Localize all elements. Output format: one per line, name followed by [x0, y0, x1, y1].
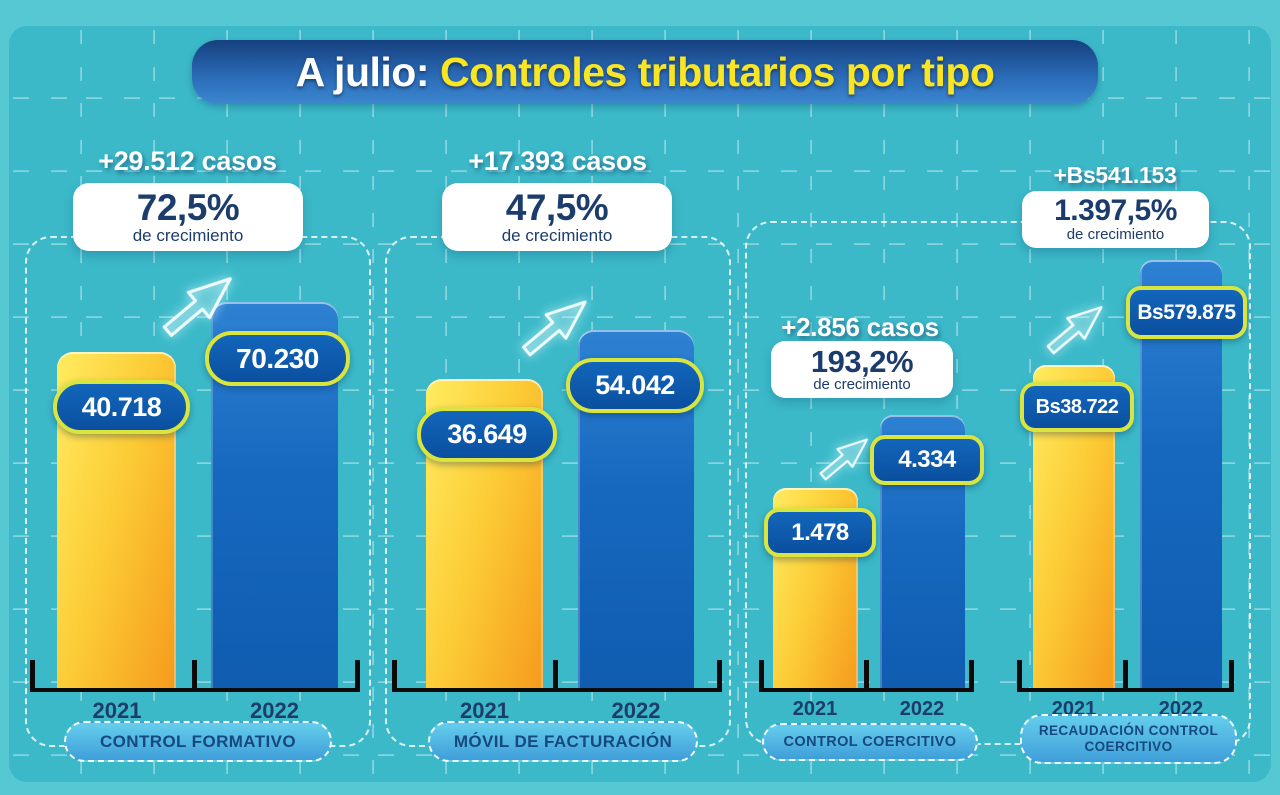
- axis-tick: [30, 660, 35, 692]
- year-label-2021: 2021: [460, 698, 509, 723]
- axis-tick: [355, 660, 360, 692]
- title-prefix: A julio:: [295, 48, 430, 95]
- value-badge-2021: Bs38.722: [1020, 382, 1134, 432]
- growth-box-control-formativo: 72,5% de crecimiento: [73, 183, 303, 251]
- growth-box-recaudacion: 1.397,5% de crecimiento: [1022, 191, 1209, 248]
- value-badge-2021: 1.478: [764, 508, 876, 557]
- axis-tick: [392, 660, 397, 692]
- category-label-control-formativo: CONTROL FORMATIVO: [64, 721, 332, 762]
- growth-arrow-icon: [819, 438, 869, 481]
- axis-tick: [717, 660, 722, 692]
- growth-pct: 47,5%: [505, 187, 609, 229]
- growth-caption: de crecimiento: [813, 376, 911, 394]
- year-label-2022: 2022: [899, 698, 945, 720]
- title-banner: A julio: Controles tributarios por tipo: [192, 40, 1098, 104]
- axis-tick: [192, 660, 197, 692]
- category-label-control-coercitivo: CONTROL COERCITIVO: [762, 723, 978, 761]
- axis-tick: [1229, 660, 1234, 692]
- axis-tick: [864, 660, 869, 692]
- axis-tick: [759, 660, 764, 692]
- group-frame-coercitivo-recaudacion: [745, 221, 1251, 745]
- growth-caption: de crecimiento: [501, 225, 613, 245]
- value-badge-2022: 70.230: [205, 331, 350, 386]
- year-label-2022: 2022: [611, 698, 661, 723]
- value-badge-2022: 4.334: [870, 435, 984, 485]
- value-badge-2021: 36.649: [417, 407, 557, 462]
- year-label-2021: 2021: [92, 698, 142, 723]
- growth-arrow-icon: [162, 277, 232, 337]
- growth-arrow-icon: [1046, 306, 1103, 355]
- growth-pct: 193,2%: [810, 343, 914, 379]
- delta-label-control-coercitivo: +2.856 casos: [781, 312, 939, 342]
- category-label-recaudacion: RECAUDACIÓN CONTROL COERCITIVO: [1020, 714, 1237, 764]
- page-title: Controles tributarios por tipo: [439, 48, 995, 95]
- value-badge-2022: 54.042: [566, 358, 704, 413]
- value-badge-2022: Bs579.875: [1126, 286, 1247, 339]
- value-badge-2021: 40.718: [53, 380, 190, 434]
- growth-pct: 72,5%: [136, 187, 240, 229]
- axis-tick: [969, 660, 974, 692]
- growth-box-movil-facturacion: 47,5% de crecimiento: [442, 183, 672, 251]
- year-label-2021: 2021: [792, 698, 838, 720]
- category-label-movil-facturacion: MÓVIL DE FACTURACIÓN: [428, 721, 698, 762]
- axis-tick: [553, 660, 558, 692]
- growth-caption: de crecimiento: [132, 225, 244, 245]
- growth-pct: 1.397,5%: [1054, 194, 1177, 228]
- delta-label-control-formativo: +29.512 casos: [98, 146, 277, 176]
- year-label-2022: 2022: [250, 698, 299, 723]
- axis-tick: [1123, 660, 1128, 692]
- delta-label-movil-facturacion: +17.393 casos: [468, 146, 647, 176]
- growth-box-control-coercitivo: 193,2% de crecimiento: [771, 341, 953, 398]
- growth-arrow-icon: [522, 300, 587, 357]
- axis-tick: [1017, 660, 1022, 692]
- growth-caption: de crecimiento: [1066, 225, 1165, 243]
- delta-label-recaudacion: +Bs541.153: [1053, 162, 1177, 188]
